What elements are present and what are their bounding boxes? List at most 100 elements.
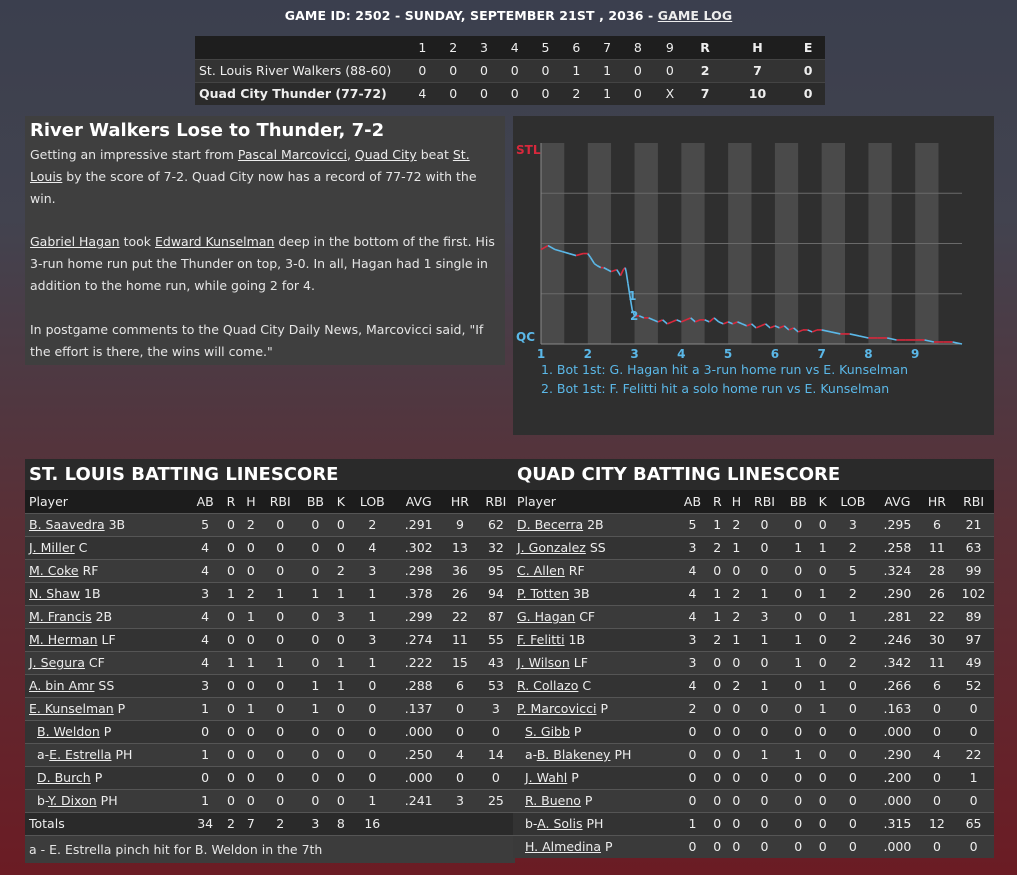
batting-stat-cell: 0	[221, 627, 241, 651]
player-name-link[interactable]: H. Almedina	[525, 839, 602, 855]
player-sub-prefix: a-	[525, 747, 537, 762]
team-link-quad-city[interactable]: Quad City	[354, 147, 417, 162]
game-log-link[interactable]: GAME LOG	[657, 8, 733, 23]
player-position: C	[578, 678, 592, 693]
win-prob-segment	[886, 337, 897, 341]
batting-player-cell: N. Shaw 1B	[25, 581, 189, 605]
batting-player-row: J. Gonzalez SS 3 2 1 0 1 1 2.258 11 63	[513, 535, 994, 559]
win-prob-segment	[783, 325, 790, 331]
player-name-link[interactable]: J. Wahl	[525, 770, 568, 785]
batting-player-cell: b-Y. Dixon PH	[25, 788, 189, 812]
batting-stat-cell: .315	[874, 811, 921, 835]
player-position: 2B	[583, 517, 604, 532]
win-prob-segment	[631, 309, 636, 317]
player-name-link[interactable]: F. Felitti	[517, 632, 565, 647]
batting-stat-cell: 0	[953, 696, 994, 720]
y-bottom-label: QC	[516, 330, 535, 344]
batting-stat-cell: 102	[953, 581, 994, 605]
win-prob-segment	[695, 319, 701, 323]
game-story-panel: River Walkers Lose to Thunder, 7-2 Getti…	[25, 116, 505, 365]
batting-stat-cell: 2	[707, 535, 727, 559]
batting-stat-cell: 0	[221, 604, 241, 628]
player-name-link[interactable]: D. Becerra	[517, 517, 584, 532]
player-name-link[interactable]: B. Weldon	[37, 724, 100, 739]
win-prob-segment	[704, 319, 710, 323]
win-probability-chart: 1 2 STL QC 1 2 3 4 5 6 7 8 9 1. Bot 1st: G. Hagan hi…	[513, 116, 994, 435]
batting-player-cell: E. Kunselman P	[25, 696, 189, 720]
player-name-link[interactable]: J. Wilson	[517, 655, 570, 670]
batting-stat-cell: 0	[331, 696, 351, 720]
batting-stat-cell: 3	[350, 558, 395, 582]
player-name-link[interactable]: E. Kunselman	[29, 701, 114, 716]
team-link-st-louis[interactable]: St. Louis	[30, 147, 470, 184]
batting-stat-cell: 1	[726, 535, 747, 559]
batting-stat-cell: 0	[707, 742, 727, 766]
batting-stat-cell: .000	[394, 719, 444, 743]
batting-stat-cell: 0	[746, 834, 783, 858]
player-name-link[interactable]: C. Allen	[517, 563, 565, 578]
player-name-link[interactable]: G. Hagan	[517, 609, 576, 624]
player-name-link[interactable]: P. Marcovicci	[517, 701, 597, 716]
batting-stat-cell: 22	[953, 742, 994, 766]
batting-stat-cell: 4	[350, 535, 395, 559]
player-name-link[interactable]: J. Segura	[29, 655, 85, 670]
win-prob-segment	[741, 323, 748, 327]
batting-stat-cell: 0	[813, 558, 832, 582]
win-prob-segment	[858, 335, 869, 339]
batting-player-row: M. Coke RF 4 0 0 0 0 2 3.298 36 95	[25, 558, 515, 582]
player-name-link[interactable]: R. Bueno	[525, 793, 581, 808]
player-name-link[interactable]: M. Coke	[29, 563, 79, 578]
batting-player-row: C. Allen RF 4 0 0 0 0 0 5.324 28 99	[513, 558, 994, 582]
batting-stat-cell: 4	[189, 558, 222, 582]
win-prob-segment	[779, 325, 785, 329]
player-name-link[interactable]: S. Gibb	[525, 724, 570, 739]
player-name-link[interactable]: J. Gonzalez	[517, 540, 586, 555]
batting-stat-cell: 0	[746, 696, 783, 720]
player-name-link[interactable]: E. Estrella	[49, 747, 112, 762]
batting-stat-cell: 0	[677, 834, 708, 858]
batting-player-cell: J. Wahl P	[513, 765, 677, 789]
batting-stat-cell: 0	[443, 765, 477, 789]
player-name-link[interactable]: A. Solis	[537, 816, 583, 831]
player-name-link[interactable]: R. Collazo	[517, 678, 579, 693]
player-name-link[interactable]: A. bin Amr	[29, 678, 95, 693]
win-prob-segment	[652, 319, 659, 323]
win-prob-segment	[561, 250, 570, 255]
player-position: P	[90, 770, 103, 785]
story-text: deep in the bottom of the first. His 3-r…	[30, 234, 495, 293]
batting-col-header: Player	[513, 490, 677, 513]
batting-player-row: a-E. Estrella PH 1 0 0 0 0 0 0.250 4 14	[25, 742, 515, 766]
player-link-marcovicci[interactable]: Pascal Marcovicci	[237, 147, 347, 162]
batting-col-header: AVG	[394, 490, 444, 513]
batting-stat-cell: 0	[221, 512, 241, 536]
batting-stat-cell: 0	[261, 673, 300, 697]
player-position: CF	[575, 609, 596, 624]
player-name-link[interactable]: B. Saavedra	[29, 517, 105, 532]
batting-col-header: AB	[677, 490, 708, 513]
inning-tick-label: 5	[724, 347, 732, 361]
player-link-kunselman[interactable]: Edward Kunselman	[155, 234, 275, 250]
player-name-link[interactable]: B. Blakeney	[536, 747, 611, 762]
player-name-link[interactable]: J. Miller	[29, 540, 75, 555]
line-score-col-header: 2	[437, 36, 469, 59]
player-position: C	[74, 540, 88, 555]
batting-stat-cell: 14	[476, 742, 515, 766]
player-name-link[interactable]: M. Herman	[29, 632, 98, 647]
batting-stat-cell: 0	[350, 673, 395, 697]
player-name-link[interactable]: N. Shaw	[29, 586, 81, 601]
batting-player-cell: b-A. Solis PH	[513, 811, 677, 835]
player-name-link[interactable]: D. Burch	[37, 770, 91, 785]
player-name-link[interactable]: M. Francis	[29, 609, 92, 624]
batting-player-cell: R. Collazo C	[513, 673, 677, 697]
line-score-col-header: R	[686, 36, 724, 59]
player-link-hagan[interactable]: Gabriel Hagan	[30, 234, 120, 250]
player-name-link[interactable]: P. Totten	[517, 586, 570, 601]
player-name-link[interactable]: Y. Dixon	[47, 793, 97, 808]
batting-player-row: D. Becerra 2B 5 1 2 0 0 0 3.295 6 21	[513, 512, 994, 536]
batting-stat-cell: 1	[261, 650, 300, 674]
player-sub-prefix: a-	[37, 747, 50, 762]
batting-col-header: RBI	[476, 490, 515, 513]
player-position: 1B	[564, 632, 586, 647]
batting-stat-cell: 1	[240, 696, 262, 720]
player-position: P	[569, 724, 582, 739]
